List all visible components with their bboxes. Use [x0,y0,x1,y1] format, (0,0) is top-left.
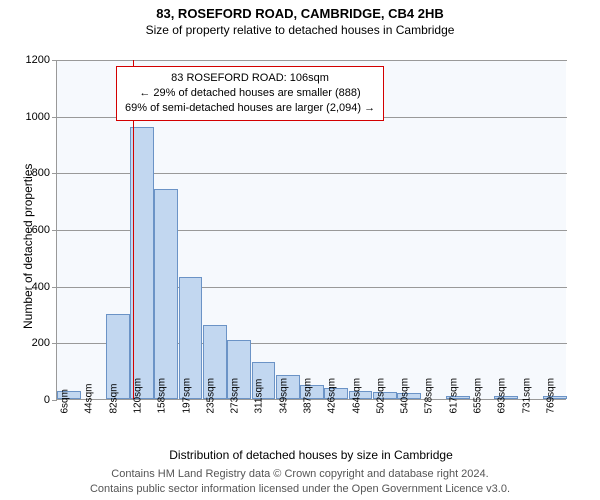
footer-line2: Contains public sector information licen… [0,482,600,496]
y-tick-mark [52,173,57,174]
y-tick-mark [52,343,57,344]
footer-line1: Contains HM Land Registry data © Crown c… [0,467,600,481]
y-tick-mark [52,400,57,401]
x-axis-title: Distribution of detached houses by size … [56,448,566,462]
annotation-line2: ← 29% of detached houses are smaller (88… [125,86,375,101]
y-tick-mark [52,117,57,118]
y-tick-mark [52,60,57,61]
footer: Contains HM Land Registry data © Crown c… [0,467,600,496]
y-tick-label: 0 [16,394,50,406]
y-tick-label: 1000 [16,111,50,123]
y-tick-mark [52,287,57,288]
annotation-line1: 83 ROSEFORD ROAD: 106sqm [125,71,375,86]
page-title: 83, ROSEFORD ROAD, CAMBRIDGE, CB4 2HB [0,0,600,21]
histogram-bar [154,189,178,399]
y-tick-label: 400 [16,281,50,293]
annotation-box: 83 ROSEFORD ROAD: 106sqm ← 29% of detach… [116,66,384,121]
chart-container: 83 ROSEFORD ROAD: 106sqm ← 29% of detach… [56,60,566,400]
y-tick-label: 200 [16,337,50,349]
y-tick-mark [52,230,57,231]
y-tick-label: 800 [16,167,50,179]
y-tick-label: 1200 [16,54,50,66]
page-subtitle: Size of property relative to detached ho… [0,21,600,37]
y-tick-label: 600 [16,224,50,236]
annotation-line3: 69% of semi-detached houses are larger (… [125,101,375,116]
